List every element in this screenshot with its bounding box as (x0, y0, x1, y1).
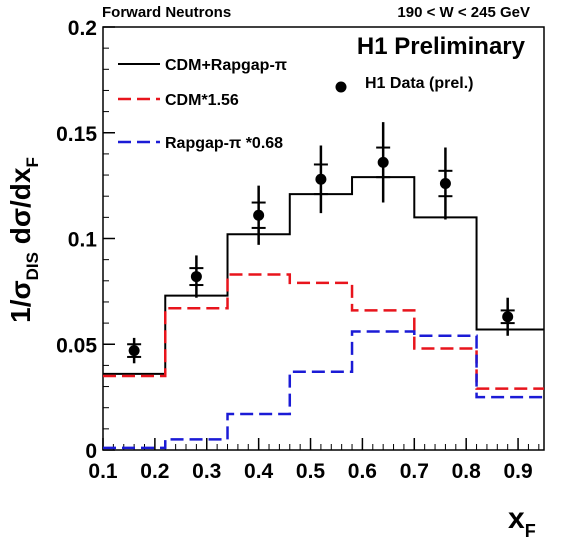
y-tick-label: 0.05 (56, 334, 97, 357)
series-cdm-scaled-line (103, 273, 544, 390)
data-point (315, 173, 327, 185)
x-axis-title: xF (508, 502, 536, 541)
y-tick-label: 0.15 (56, 123, 97, 146)
x-tick-label: 0.3 (192, 460, 221, 483)
legend-marker-h1-data (335, 81, 347, 93)
x-tick-label: 0.8 (452, 460, 482, 483)
y-axis-title-post-sub: F (23, 157, 42, 167)
header-right-label: 190 < W < 245 GeV (397, 4, 530, 21)
y-axis-title-pre-sub: DIS (23, 252, 42, 280)
x-axis-title-sub: F (525, 521, 536, 541)
plot-frame (102, 26, 545, 451)
data-point (377, 156, 389, 168)
y-tick-label: 0.1 (68, 229, 98, 252)
y-tick-label: 0.2 (68, 17, 97, 40)
plot-area: 0 0.05 0.1 0.15 0.2 0.1 0.2 0.3 0.4 0.5 0.6 0.7 0.8 0… (56, 17, 545, 483)
legend-label-h1-data: H1 Data (prel.) (365, 75, 473, 92)
data-point (439, 178, 451, 190)
data-point (128, 345, 140, 357)
legend: CDM+Rapgap-π CDM*1.56 Rapgap-π *0.68 H1 Dat… (118, 57, 473, 152)
x-tick-label: 0.6 (348, 460, 377, 483)
legend-label-rapgap-scaled: Rapgap-π *0.68 (165, 135, 283, 152)
legend-label-cdm-rapgap: CDM+Rapgap-π (165, 57, 287, 74)
data-point (502, 311, 514, 323)
y-axis-title-post: dσ/dx (5, 167, 36, 252)
x-tick-label: 0.2 (140, 460, 169, 483)
legend-label-cdm-scaled: CDM*1.56 (165, 92, 239, 109)
x-tick-label: 0.4 (244, 460, 274, 483)
preliminary-label: H1 Preliminary (357, 33, 526, 60)
series-rapgap-scaled-line (103, 330, 544, 450)
data-point (253, 209, 265, 221)
header-left-label: Forward Neutrons (102, 4, 231, 21)
series-cdm-rapgap-line (103, 176, 544, 375)
y-axis-title: 1/σDIS dσ/dxF (5, 157, 42, 323)
y-axis-title-pre: 1/σ (5, 280, 36, 323)
x-tick-label: 0.7 (400, 460, 429, 483)
data-point (190, 271, 202, 283)
x-tick-label: 0.1 (88, 460, 118, 483)
y-tick-label: 0 (85, 440, 97, 463)
x-tick-label: 0.9 (503, 460, 532, 483)
x-axis-title-main: x (508, 502, 525, 535)
x-tick-label: 0.5 (296, 460, 326, 483)
